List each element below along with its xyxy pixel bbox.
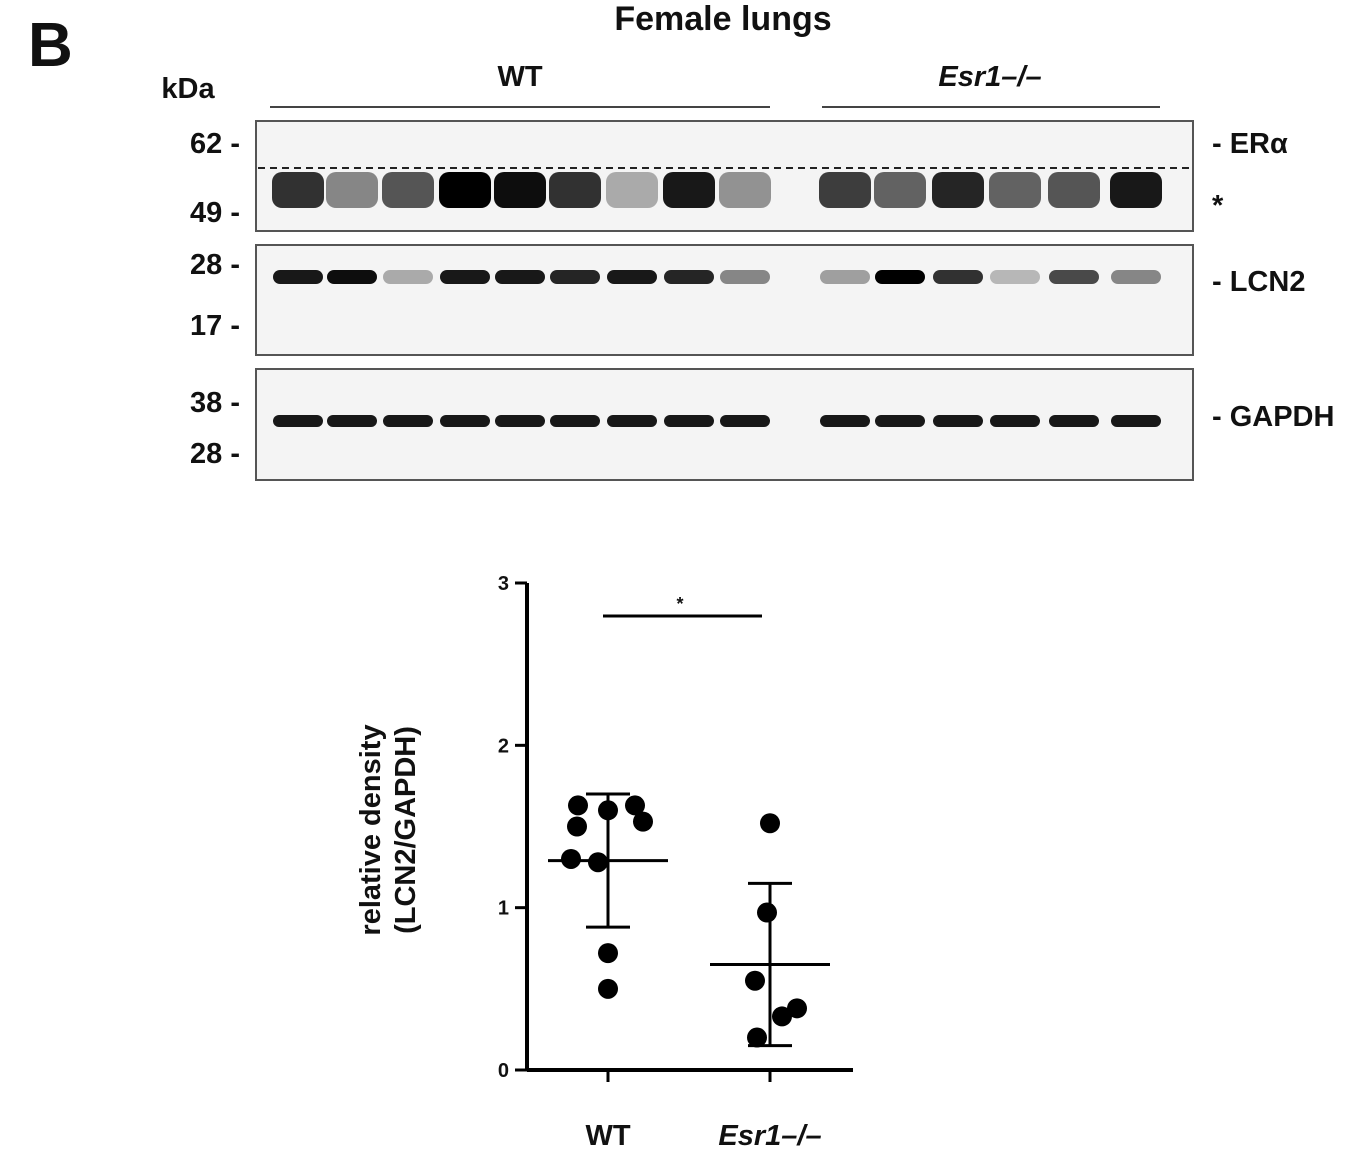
y-tick-label: 1	[498, 898, 509, 920]
y-tick-label: 2	[498, 735, 509, 757]
band-label: - GAPDH	[1212, 401, 1334, 433]
band	[1049, 270, 1099, 284]
band	[549, 172, 601, 208]
data-point	[625, 795, 645, 816]
data-point	[561, 848, 581, 869]
y-tick-label: 3	[498, 573, 509, 595]
band	[327, 270, 377, 284]
band	[820, 415, 870, 427]
band	[720, 415, 770, 427]
kda-marker: 17 -	[190, 310, 240, 342]
panel-label: B	[28, 11, 73, 80]
band	[273, 415, 323, 427]
band-label: *	[1212, 190, 1224, 222]
band	[440, 415, 490, 427]
band	[327, 415, 377, 427]
band	[495, 415, 545, 427]
data-point	[588, 852, 608, 873]
group-label: Esr1–/–	[938, 61, 1041, 93]
band	[606, 172, 658, 208]
data-point	[598, 978, 618, 999]
band	[875, 270, 925, 284]
band	[383, 415, 433, 427]
kda-marker: 28 -	[190, 249, 240, 281]
band	[326, 172, 378, 208]
band	[933, 270, 983, 284]
kda-marker: 49 -	[190, 197, 240, 229]
blot-panel	[255, 244, 1194, 356]
x-tick-label: WT	[585, 1120, 630, 1150]
band	[820, 270, 870, 284]
band	[495, 270, 545, 284]
band	[1048, 172, 1100, 208]
data-point	[633, 811, 653, 832]
y-axis-label: (LCN2/GAPDH)	[390, 726, 422, 934]
band	[1110, 172, 1162, 208]
band	[990, 270, 1040, 284]
band	[382, 172, 434, 208]
band	[932, 172, 984, 208]
data-point	[568, 795, 588, 816]
kda-marker: 38 -	[190, 387, 240, 419]
kda-marker: 62 -	[190, 128, 240, 160]
band	[383, 270, 433, 284]
band	[819, 172, 871, 208]
kda-marker: 28 -	[190, 438, 240, 470]
band	[875, 415, 925, 427]
data-point	[745, 970, 765, 991]
band	[1049, 415, 1099, 427]
band	[550, 270, 600, 284]
group-label: WT	[497, 61, 542, 93]
significance-label: *	[676, 594, 683, 614]
band	[663, 172, 715, 208]
band	[664, 415, 714, 427]
bands	[272, 172, 1162, 427]
band	[720, 270, 770, 284]
band-label: - ERα	[1212, 128, 1288, 160]
band	[272, 172, 324, 208]
data-point	[760, 813, 780, 834]
band	[607, 415, 657, 427]
band	[1111, 415, 1161, 427]
data-point	[787, 998, 807, 1019]
y-tick-label: 0	[498, 1060, 509, 1082]
blot-title: Female lungs	[614, 0, 831, 38]
band	[439, 172, 491, 208]
data-point	[772, 1006, 792, 1027]
band	[550, 415, 600, 427]
x-tick-label: Esr1–/–	[718, 1120, 821, 1150]
data-point	[567, 816, 587, 837]
band	[933, 415, 983, 427]
band	[1111, 270, 1161, 284]
kda-label: kDa	[161, 73, 215, 105]
band	[719, 172, 771, 208]
y-axis-label: relative density	[355, 724, 387, 935]
band	[664, 270, 714, 284]
data-point	[757, 902, 777, 923]
band	[874, 172, 926, 208]
data-point	[747, 1027, 767, 1048]
band	[989, 172, 1041, 208]
band	[273, 270, 323, 284]
band	[440, 270, 490, 284]
band	[494, 172, 546, 208]
band-label: - LCN2	[1212, 266, 1305, 298]
band	[990, 415, 1040, 427]
data-point	[598, 943, 618, 964]
band	[607, 270, 657, 284]
